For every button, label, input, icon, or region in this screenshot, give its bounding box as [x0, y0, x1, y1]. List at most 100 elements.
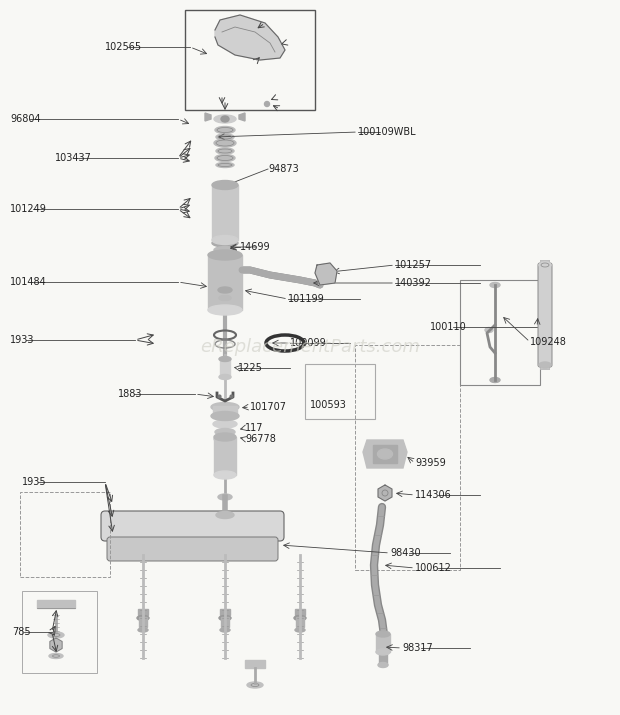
Ellipse shape [220, 628, 230, 632]
Ellipse shape [216, 511, 234, 518]
Ellipse shape [378, 449, 392, 459]
Text: 1225: 1225 [238, 363, 263, 373]
Ellipse shape [218, 287, 232, 293]
Polygon shape [378, 485, 392, 501]
Text: 101257: 101257 [395, 260, 432, 270]
Ellipse shape [216, 148, 234, 154]
Ellipse shape [214, 139, 236, 147]
Bar [379, 651, 387, 665]
Bar [296, 617, 304, 627]
Text: 102565: 102565 [105, 42, 142, 52]
Text: 1935: 1935 [22, 477, 46, 487]
Polygon shape [239, 113, 245, 121]
Ellipse shape [215, 127, 235, 134]
Ellipse shape [212, 180, 238, 189]
Ellipse shape [137, 616, 149, 621]
Bar [221, 617, 229, 627]
Ellipse shape [214, 435, 236, 443]
Text: 117: 117 [245, 423, 264, 433]
Text: 14699: 14699 [240, 242, 270, 252]
Ellipse shape [214, 471, 236, 479]
Text: 100109WBL: 100109WBL [358, 127, 417, 137]
Text: 101199: 101199 [288, 294, 325, 304]
Ellipse shape [214, 433, 236, 441]
Text: 114306: 114306 [415, 490, 452, 500]
Text: 100593: 100593 [310, 400, 347, 410]
Ellipse shape [216, 134, 234, 140]
Ellipse shape [376, 649, 390, 655]
Bar [460, 280, 540, 385]
Text: 94873: 94873 [268, 164, 299, 174]
Text: 101484: 101484 [10, 277, 46, 287]
Text: 101707: 101707 [250, 402, 287, 412]
Bar [376, 634, 390, 652]
Bar [245, 660, 265, 668]
Text: 100110: 100110 [430, 322, 467, 332]
FancyBboxPatch shape [538, 263, 552, 367]
Ellipse shape [219, 375, 231, 380]
Ellipse shape [294, 616, 306, 621]
Text: 785: 785 [12, 627, 30, 637]
Bar [22, 591, 97, 673]
Text: 96778: 96778 [245, 434, 276, 444]
Bar [295, 609, 305, 615]
Polygon shape [315, 263, 337, 285]
Text: 93959: 93959 [415, 458, 446, 468]
Ellipse shape [218, 494, 232, 500]
Ellipse shape [376, 631, 390, 637]
Polygon shape [50, 638, 62, 652]
Ellipse shape [212, 235, 238, 245]
Text: 103437: 103437 [55, 153, 92, 163]
Ellipse shape [378, 663, 388, 668]
Text: 101249: 101249 [10, 204, 47, 214]
Ellipse shape [49, 654, 63, 659]
Polygon shape [205, 113, 211, 121]
Bar [185, 10, 315, 110]
Bar [214, 437, 236, 475]
Ellipse shape [539, 262, 551, 268]
Text: 109248: 109248 [530, 337, 567, 347]
Ellipse shape [208, 305, 242, 315]
Ellipse shape [214, 115, 236, 123]
Ellipse shape [213, 252, 237, 260]
Ellipse shape [539, 362, 551, 368]
Ellipse shape [214, 247, 236, 254]
Ellipse shape [215, 428, 235, 435]
Text: 98430: 98430 [390, 548, 420, 558]
Text: 140392: 140392 [395, 278, 432, 288]
Ellipse shape [216, 162, 234, 167]
Ellipse shape [295, 628, 305, 632]
Ellipse shape [213, 420, 237, 428]
Ellipse shape [219, 357, 231, 362]
Ellipse shape [211, 412, 239, 420]
Ellipse shape [219, 295, 231, 300]
Ellipse shape [138, 628, 148, 632]
Bar [305, 364, 375, 419]
Ellipse shape [48, 632, 64, 638]
Bar [208, 255, 242, 310]
Bar [20, 492, 110, 577]
Text: 100612: 100612 [415, 563, 452, 573]
Bar [355, 345, 460, 570]
Bar [220, 359, 230, 377]
Ellipse shape [208, 250, 242, 260]
Text: eReplacementParts.com: eReplacementParts.com [200, 338, 420, 356]
Ellipse shape [490, 282, 500, 287]
Bar [139, 617, 147, 627]
Ellipse shape [265, 102, 270, 107]
Text: 98317: 98317 [402, 643, 433, 653]
Text: 100099: 100099 [290, 338, 327, 348]
Bar [213, 406, 237, 416]
FancyBboxPatch shape [107, 537, 278, 561]
Ellipse shape [490, 378, 500, 383]
Ellipse shape [215, 154, 235, 162]
Ellipse shape [219, 616, 231, 621]
Bar [37, 600, 75, 608]
Text: 1933: 1933 [10, 335, 35, 345]
Ellipse shape [485, 327, 493, 332]
Text: 96804: 96804 [10, 114, 41, 124]
Polygon shape [215, 15, 285, 60]
Bar [212, 185, 238, 240]
Ellipse shape [211, 403, 239, 412]
Ellipse shape [247, 682, 263, 688]
